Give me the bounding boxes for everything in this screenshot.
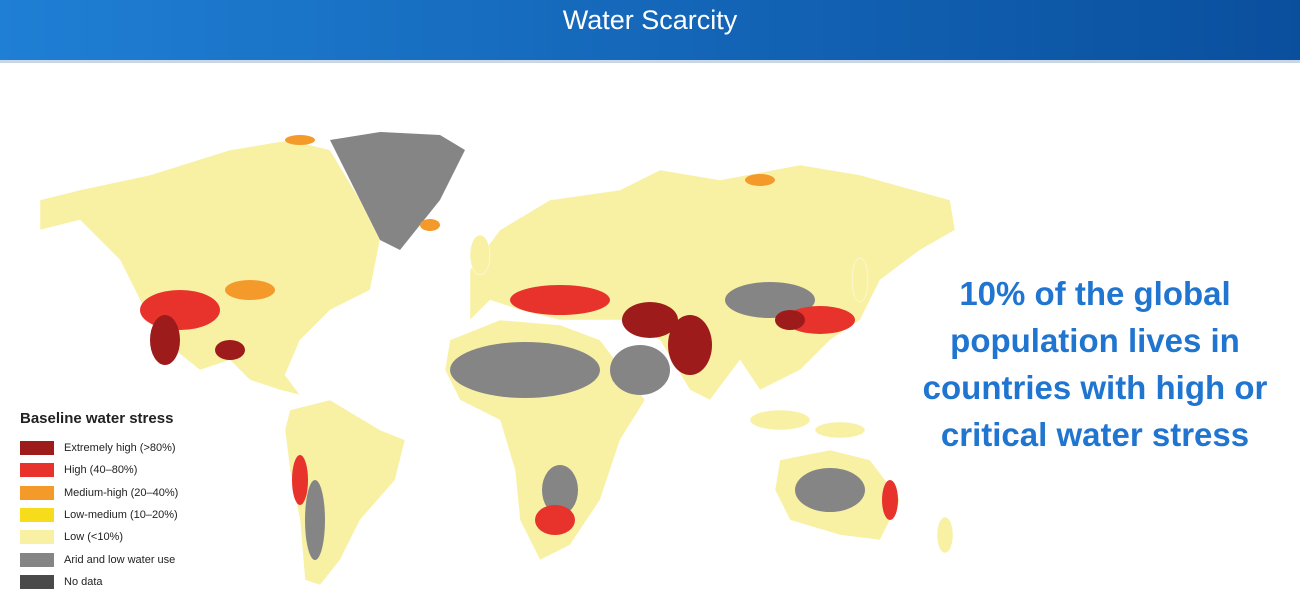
legend-swatch — [20, 552, 54, 567]
legend-item: Arid and low water use — [20, 548, 178, 570]
legend-item: Low-medium (10–20%) — [20, 504, 178, 526]
legend-label: Arid and low water use — [64, 553, 176, 566]
legend-swatch — [20, 574, 54, 589]
legend-item: No data — [20, 571, 178, 593]
callout-line: population lives in — [950, 322, 1240, 359]
callout-line: countries with high or — [922, 369, 1268, 406]
title: Water Scarcity — [562, 5, 738, 35]
legend-item: Medium-high (20–40%) — [20, 482, 178, 504]
legend-swatch — [20, 463, 54, 478]
legend: Baseline water stress Extremely high (>8… — [20, 410, 178, 593]
legend-swatch — [20, 441, 54, 456]
callout-line: critical water stress — [940, 416, 1250, 453]
legend-title: Baseline water stress — [20, 410, 174, 427]
legend-label: High (40–80%) — [64, 464, 138, 477]
legend-label: No data — [64, 575, 103, 588]
legend-swatch — [20, 485, 54, 500]
legend-swatch — [20, 530, 54, 545]
legend-label: Low (<10%) — [64, 531, 124, 544]
legend-label: Extremely high (>80%) — [64, 442, 176, 455]
legend-item: Extremely high (>80%) — [20, 437, 178, 459]
callout: 10% of the global population lives in coun… — [900, 270, 1290, 458]
legend-swatch — [20, 508, 54, 523]
callout-line: 10% of the global — [959, 275, 1231, 312]
legend-label: Medium-high (20–40%) — [64, 486, 179, 499]
legend-label: Low-medium (10–20%) — [64, 509, 178, 522]
legend-item: Low (<10%) — [20, 526, 178, 548]
header-bar: Water Scarcity — [0, 0, 1300, 63]
legend-item: High (40–80%) — [20, 459, 178, 481]
world-map — [39, 132, 956, 586]
